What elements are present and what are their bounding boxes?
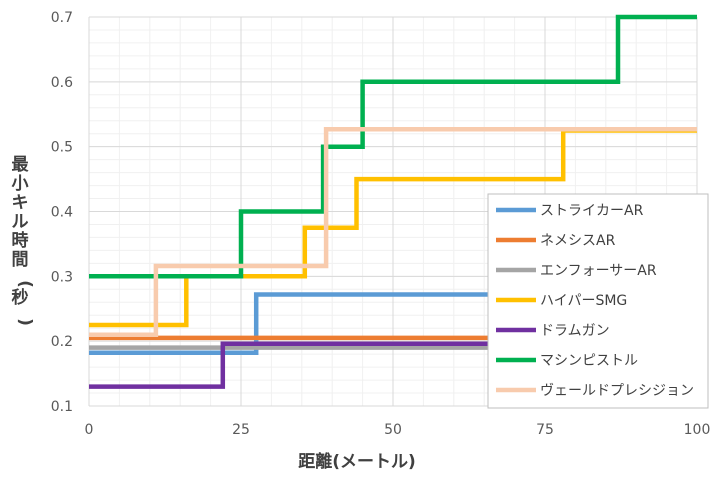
y-axis-title-char: キ xyxy=(12,193,29,213)
y-tick-label: 0.3 xyxy=(51,269,73,285)
series-line-3 xyxy=(89,128,697,328)
series-line-0 xyxy=(89,292,697,356)
legend-label-1: ネメシスAR xyxy=(540,233,616,249)
series-lines xyxy=(89,14,697,389)
y-tick-label: 0.5 xyxy=(51,140,73,156)
legend-label-0: ストライカーAR xyxy=(540,203,644,219)
y-tick-label: 0.7 xyxy=(51,10,73,26)
x-tick-label: 0 xyxy=(85,422,94,438)
y-tick-label: 0.1 xyxy=(51,399,73,415)
y-axis-title-char: ( xyxy=(15,280,35,288)
legend-label-3: ハイパーSMG xyxy=(540,293,627,309)
x-tick-label: 50 xyxy=(384,422,402,438)
legend-label-6: ヴェールドプレシジョン xyxy=(540,382,694,399)
y-tick-labels: 0.1 0.2 0.3 0.4 0.5 0.6 0.7 xyxy=(51,10,73,415)
y-axis-title-char: 最 xyxy=(12,155,30,175)
x-tick-label: 100 xyxy=(684,422,711,438)
legend-label-4: ドラムガン xyxy=(540,323,610,339)
legend-label-5: マシンピストル xyxy=(540,353,638,369)
y-tick-label: 0.6 xyxy=(51,75,73,91)
legend-label-2: エンフォーサーAR xyxy=(540,263,657,279)
x-tick-labels: 0 25 50 75 100 xyxy=(85,422,711,438)
y-axis-title-char: 時 xyxy=(12,230,29,251)
x-tick-label: 25 xyxy=(232,422,250,438)
y-tick-label: 0.2 xyxy=(51,334,73,350)
series-line-5 xyxy=(89,14,697,279)
series-line-6 xyxy=(89,126,697,337)
y-tick-label: 0.4 xyxy=(51,205,73,221)
y-axis-title-char: ) xyxy=(15,318,35,326)
x-axis-title: 距離(メートル) xyxy=(298,451,416,472)
y-axis-title-char: ル xyxy=(12,212,29,232)
x-tick-label: 75 xyxy=(536,422,554,438)
y-axis-title-char: 小 xyxy=(12,174,29,194)
y-axis-title-char: 秒 xyxy=(12,287,29,308)
legend: ストライカーAR ネメシスAR エンフォーサーAR ハイパーSMG ドラムガンマシンピス… xyxy=(487,193,709,409)
series-line-4 xyxy=(89,341,697,389)
y-axis-title-char: 間 xyxy=(12,250,29,270)
